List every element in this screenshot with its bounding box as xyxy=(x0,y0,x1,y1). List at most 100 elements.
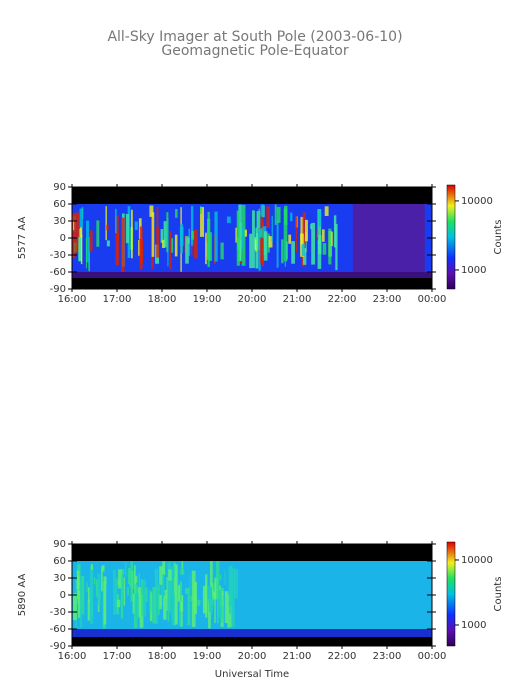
image-streak xyxy=(80,575,85,615)
image-streak xyxy=(241,226,244,249)
image-streak xyxy=(159,566,163,585)
y-tick-label: 30 xyxy=(53,573,66,584)
image-streak xyxy=(228,565,233,607)
image-streak xyxy=(162,574,165,598)
y-tick-label: 90 xyxy=(53,539,66,550)
y-tick-label: -60 xyxy=(50,624,66,635)
image-streak xyxy=(127,567,131,585)
image-streak xyxy=(174,234,178,257)
image-streak xyxy=(114,578,118,615)
image-streak xyxy=(249,233,253,269)
image-streak xyxy=(131,209,133,259)
image-streak xyxy=(127,206,131,258)
image-region xyxy=(352,204,425,272)
image-streak xyxy=(105,206,107,241)
image-streak xyxy=(103,576,107,625)
image-streak xyxy=(164,589,168,599)
colorbar-tick-label: 1000 xyxy=(461,265,486,276)
image-streak xyxy=(276,220,279,268)
subtitle: Geomagnetic Pole-Equator xyxy=(161,43,348,59)
image-streak xyxy=(76,565,79,572)
y-tick-label: -60 xyxy=(50,267,66,278)
image-streak xyxy=(200,206,202,214)
image-streak xyxy=(167,562,172,614)
image-streak xyxy=(191,570,196,627)
image-streak xyxy=(149,205,154,217)
image-streak xyxy=(86,582,88,593)
image-streak xyxy=(236,210,240,266)
colorbar xyxy=(446,184,456,290)
image-streak xyxy=(160,229,164,243)
image-streak xyxy=(191,230,194,240)
image-streak xyxy=(193,229,198,259)
x-tick-label: 00:00 xyxy=(418,294,447,305)
image-region xyxy=(72,629,432,637)
image-streak xyxy=(263,231,268,261)
x-tick-label: 18:00 xyxy=(148,294,177,305)
image-streak xyxy=(288,234,292,244)
image-streak xyxy=(322,243,327,255)
image-streak xyxy=(79,579,83,628)
image-streak xyxy=(271,215,273,242)
image-streak xyxy=(197,599,201,606)
y-axis-label: 5890 AA xyxy=(17,574,28,617)
image-streak xyxy=(324,206,329,216)
image-streak xyxy=(211,582,214,605)
image-streak xyxy=(87,587,90,603)
image-streak xyxy=(76,570,80,590)
image-streak xyxy=(89,230,93,252)
image-streak xyxy=(181,561,184,569)
image-streak xyxy=(118,569,123,589)
image-streak xyxy=(317,240,322,269)
x-tick-label: 21:00 xyxy=(283,651,312,662)
image-streak xyxy=(328,228,332,265)
image-streak xyxy=(180,569,185,575)
image-streak xyxy=(87,599,90,621)
image-streak xyxy=(137,587,142,618)
image-streak xyxy=(177,585,181,602)
x-tick-label: 17:00 xyxy=(103,294,132,305)
image-streak xyxy=(169,231,172,270)
image-streak xyxy=(188,237,190,244)
image-streak xyxy=(260,204,264,217)
colorbar-label: Counts xyxy=(493,577,504,612)
image-streak xyxy=(205,232,207,265)
image-streak xyxy=(72,213,76,259)
image-streak xyxy=(151,212,155,257)
x-tick-label: 18:00 xyxy=(148,651,177,662)
image-streak xyxy=(158,585,160,615)
image-streak xyxy=(226,216,231,223)
image-streak xyxy=(90,564,94,570)
image-streak xyxy=(142,579,147,617)
image-streak xyxy=(163,221,167,248)
image-streak xyxy=(156,206,159,235)
image-streak xyxy=(290,212,293,222)
image-streak xyxy=(214,211,218,262)
image-streak xyxy=(180,224,183,254)
image-streak xyxy=(166,212,169,253)
image-streak xyxy=(179,584,181,627)
colorbar-tick-label: 10000 xyxy=(461,555,493,566)
image-streak xyxy=(218,589,222,618)
image-streak xyxy=(304,219,308,242)
image-streak xyxy=(116,215,119,240)
image-streak xyxy=(233,568,238,599)
y-tick-label: 90 xyxy=(53,182,66,193)
image-streak xyxy=(174,564,178,625)
image-streak xyxy=(216,561,220,599)
image-streak xyxy=(138,573,140,598)
image-streak xyxy=(208,598,213,613)
image-streak xyxy=(238,204,242,262)
image-streak xyxy=(75,212,80,253)
image-streak xyxy=(224,570,226,585)
x-tick-label: 23:00 xyxy=(373,294,402,305)
image-streak xyxy=(93,577,96,585)
image-streak xyxy=(102,565,105,572)
image-streak xyxy=(171,238,174,253)
x-tick-label: 23:00 xyxy=(373,651,402,662)
image-streak xyxy=(73,220,75,231)
image-streak xyxy=(101,566,103,592)
image-streak xyxy=(202,585,207,614)
image-streak xyxy=(260,238,265,263)
image-streak xyxy=(283,205,288,225)
